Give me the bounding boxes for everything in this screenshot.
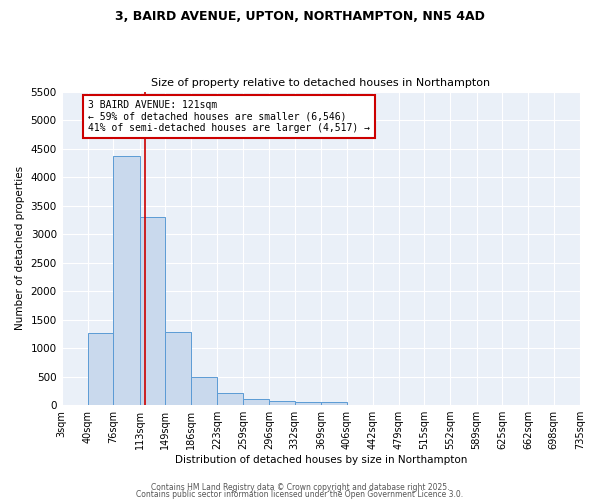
Bar <box>191 376 217 405</box>
Text: Contains public sector information licensed under the Open Government Licence 3.: Contains public sector information licen… <box>136 490 464 499</box>
Y-axis label: Number of detached properties: Number of detached properties <box>15 166 25 330</box>
Text: 3, BAIRD AVENUE, UPTON, NORTHAMPTON, NN5 4AD: 3, BAIRD AVENUE, UPTON, NORTHAMPTON, NN5… <box>115 10 485 23</box>
X-axis label: Distribution of detached houses by size in Northampton: Distribution of detached houses by size … <box>175 455 467 465</box>
Title: Size of property relative to detached houses in Northampton: Size of property relative to detached ho… <box>151 78 490 88</box>
Bar <box>243 400 269 405</box>
Bar <box>321 402 347 405</box>
Bar <box>165 332 191 405</box>
Bar <box>217 393 243 405</box>
Text: Contains HM Land Registry data © Crown copyright and database right 2025.: Contains HM Land Registry data © Crown c… <box>151 484 449 492</box>
Bar <box>113 156 140 405</box>
Text: 3 BAIRD AVENUE: 121sqm
← 59% of detached houses are smaller (6,546)
41% of semi-: 3 BAIRD AVENUE: 121sqm ← 59% of detached… <box>88 100 370 134</box>
Bar <box>295 402 321 405</box>
Bar <box>88 332 113 405</box>
Bar <box>269 401 295 405</box>
Bar <box>140 217 165 405</box>
